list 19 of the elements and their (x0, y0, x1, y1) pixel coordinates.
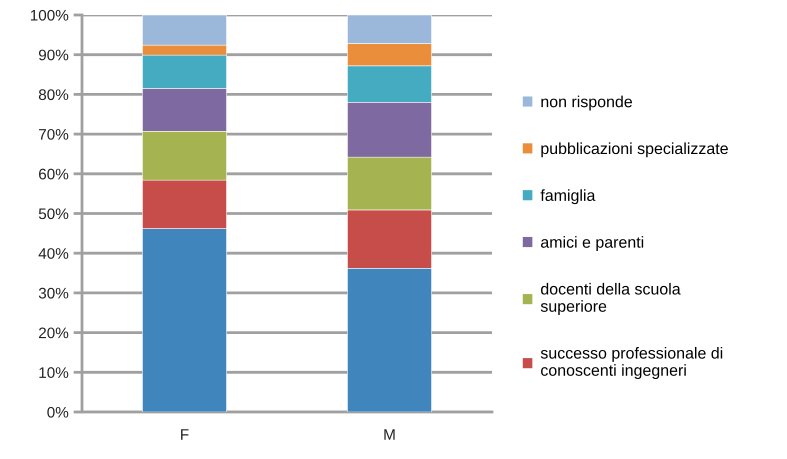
y-tick-label: 80% (38, 89, 68, 100)
y-tick-label: 30% (38, 288, 68, 299)
y-tick-label: 40% (38, 248, 68, 259)
y-tick-label: 0% (47, 406, 68, 418)
y-tick-label: 60% (39, 168, 68, 180)
legend-label: amici e parenti (541, 236, 644, 251)
y-tick-label: 70% (39, 128, 68, 140)
legend-label: pubblicazioni specializzate (541, 142, 728, 158)
legend-label: famiglia (540, 189, 596, 204)
x-tick-label: F (181, 429, 189, 440)
y-tick-label: 50% (38, 208, 68, 220)
y-tick-label: 10% (39, 367, 68, 378)
legend-label: docenti della scuola superiore (540, 282, 681, 316)
y-tick-label: 90% (38, 50, 68, 60)
legend-label: non risponde (541, 96, 632, 110)
y-tick-label: 100% (30, 10, 68, 21)
y-tick-label: 20% (38, 327, 68, 338)
legend-label: successo professionale di conoscenti ingegneri (540, 346, 722, 380)
x-tick-label: M (384, 429, 395, 440)
